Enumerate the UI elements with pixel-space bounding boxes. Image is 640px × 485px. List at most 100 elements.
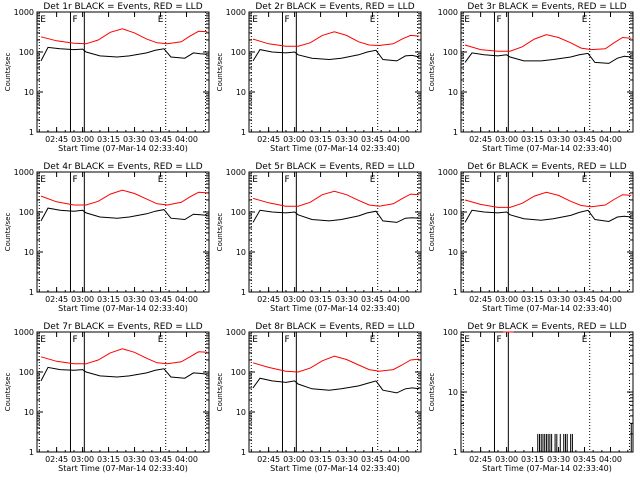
plot-frame [248,171,422,293]
y-axis-label: Counts/sec [216,53,224,92]
marker-E-label: E [158,335,164,345]
x-tick-label: 03:30 [547,295,570,304]
panel-title: Det 9r BLACK = Events, RED = LLD [467,322,626,332]
y-tick-label: 10 [448,388,458,397]
x-tick-label: 02:45 [257,455,280,464]
x-tick-label: 02:45 [45,455,68,464]
x-tick-label: 03:45 [573,135,596,144]
x-tick-label: 02:45 [469,135,492,144]
x-tick-label: 03:15 [309,455,332,464]
x-tick-label: 03:45 [149,135,172,144]
y-tick-label: 1000 [226,168,246,177]
x-tick-label: 03:45 [149,455,172,464]
y-tick-label: 1000 [438,8,458,17]
x-axis-label: Start Time (07-Mar-14 02:33:40) [482,304,612,313]
x-tick-label: 04:00 [599,135,622,144]
x-axis-label: Start Time (07-Mar-14 02:33:40) [58,144,188,153]
x-axis-label: Start Time (07-Mar-14 02:33:40) [270,144,400,153]
x-axis-label: Start Time (07-Mar-14 02:33:40) [482,464,612,473]
x-tick-label: 03:45 [361,295,384,304]
marker-E-label: E [582,15,588,25]
events-series-line [252,49,420,62]
marker-E-label: E [40,175,46,185]
x-tick-label: 03:15 [97,135,120,144]
panel-det-5: Det 5r BLACK = Events, RED = LLD 1 10 100 10… [216,162,422,313]
y-tick-label: 1000 [438,168,458,177]
panel-det-9: Det 9r BLACK = Events, RED = LLD 1 10 100 02… [428,322,634,473]
x-tick-label: 04:00 [387,135,410,144]
x-tick-label: 03:15 [309,135,332,144]
x-tick-label: 03:45 [573,455,596,464]
panel-det-2: Det 2r BLACK = Events, RED = LLD 1 10 100 10… [216,2,422,153]
x-tick-label: 03:15 [521,135,544,144]
y-tick-label: 100 [19,368,34,377]
x-tick-label: 03:30 [123,135,146,144]
marker-F-label: F [496,175,501,185]
panel-det-4: Det 4r BLACK = Events, RED = LLD 1 10 100 10… [4,162,210,313]
x-tick-label: 03:00 [283,295,306,304]
x-axis-label: Start Time (07-Mar-14 02:33:40) [270,304,400,313]
marker-E-label: E [40,335,46,345]
marker-E-label: E [252,335,258,345]
plot-frame [460,171,634,293]
events-series-line [252,377,420,394]
y-tick-label: 10 [448,248,458,257]
lld-series-line [252,190,420,207]
x-tick-label: 03:30 [335,455,358,464]
y-axis-label: Counts/sec [4,373,12,412]
y-tick-label: 10 [236,408,246,417]
y-axis-label: Counts/sec [216,373,224,412]
x-tick-label: 03:45 [149,295,172,304]
x-axis-label: Start Time (07-Mar-14 02:33:40) [482,144,612,153]
y-tick-label: 1 [29,288,34,297]
y-axis-label: Counts/sec [428,53,436,92]
events-series-line [40,46,208,62]
x-tick-label: 03:00 [283,135,306,144]
x-tick-label: 04:00 [599,295,622,304]
y-axis-label: Counts/sec [428,213,436,252]
panel-title: Det 7r BLACK = Events, RED = LLD [43,322,202,332]
x-tick-label: 03:15 [521,295,544,304]
marker-E-label: E [40,15,46,25]
y-tick-label: 100 [19,48,34,57]
events-series-line [252,209,420,223]
y-tick-label: 100 [443,208,458,217]
x-tick-label: 03:15 [97,455,120,464]
y-tick-label: 1 [453,128,458,137]
x-tick-label: 04:00 [599,455,622,464]
x-axis-label: Start Time (07-Mar-14 02:33:40) [58,464,188,473]
panel-title: Det 1r BLACK = Events, RED = LLD [43,2,202,12]
x-tick-label: 03:45 [361,135,384,144]
x-tick-label: 03:00 [71,135,94,144]
panel-title: Det 4r BLACK = Events, RED = LLD [43,162,202,172]
y-tick-label: 100 [231,48,246,57]
y-tick-label: 100 [443,48,458,57]
events-series-line [40,366,208,382]
x-tick-label: 02:45 [469,295,492,304]
y-tick-label: 1000 [14,328,34,337]
lld-series-line [252,355,420,373]
x-tick-label: 04:00 [175,295,198,304]
panel-title: Det 5r BLACK = Events, RED = LLD [255,162,414,172]
x-tick-label: 04:00 [175,455,198,464]
lld-series-line [464,191,632,208]
y-axis-label: Counts/sec [216,213,224,252]
x-tick-label: 03:00 [71,295,94,304]
marker-E-label: E [370,175,376,185]
x-tick-label: 03:00 [71,455,94,464]
marker-F-label: F [72,15,77,25]
x-tick-label: 02:45 [257,135,280,144]
panel-title: Det 3r BLACK = Events, RED = LLD [467,2,626,12]
x-tick-label: 03:15 [97,295,120,304]
x-tick-label: 04:00 [387,455,410,464]
plot-frame [36,331,210,453]
x-tick-label: 04:00 [175,135,198,144]
x-tick-label: 03:15 [521,455,544,464]
y-tick-label: 1 [453,288,458,297]
y-tick-label: 1 [241,288,246,297]
marker-E-label: E [252,15,258,25]
x-tick-label: 03:30 [335,295,358,304]
marker-E-label: E [252,175,258,185]
panel-det-3: Det 3r BLACK = Events, RED = LLD 1 10 100 10… [428,2,634,153]
